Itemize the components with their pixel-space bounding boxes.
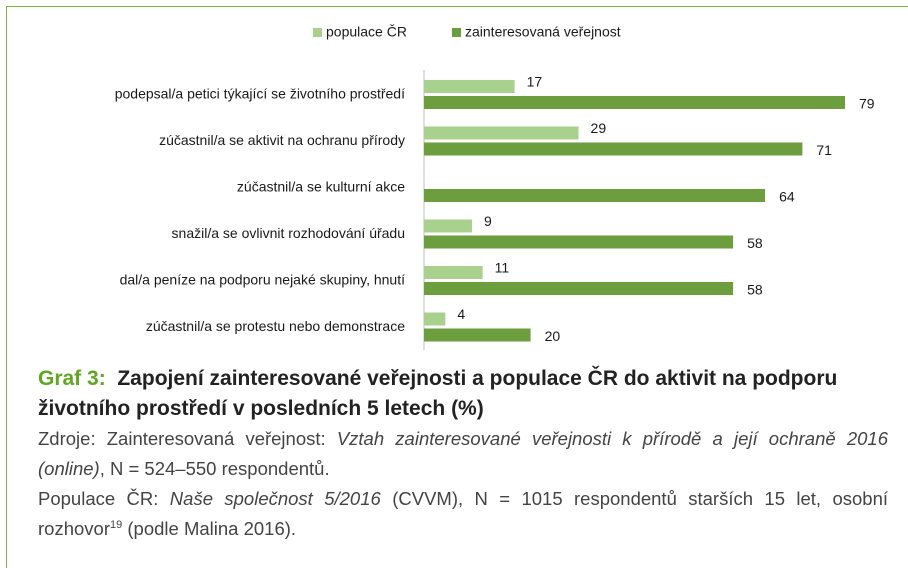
caption-text: Zapojení zainteresované veřejnosti a pop… <box>38 367 838 420</box>
bar <box>424 328 531 342</box>
value-label: 20 <box>545 328 561 344</box>
source-line: Populace ČR: Naše společnost 5/2016 (CVV… <box>38 484 888 544</box>
value-label: 79 <box>859 96 875 112</box>
bar <box>424 96 845 109</box>
source-text: , N = 524–550 respondentů. <box>99 458 330 479</box>
bar <box>424 312 446 326</box>
source-text: (CVVM), N = 1015 respondentů starších 15… <box>38 488 889 539</box>
category-label: podepsal/a petici týkající se životního … <box>115 86 405 102</box>
category-label: snažil/a se ovlivnit rozhodování úřadu <box>172 225 405 241</box>
bar <box>424 266 483 279</box>
value-label: 64 <box>779 189 795 205</box>
caption: Graf 3: Zapojení zainteresované veřejnos… <box>38 364 888 544</box>
category-label: zúčastnil/a se aktivit na ochranu přírod… <box>159 132 405 148</box>
source-text: Naše společnost 5/2016 <box>169 488 381 509</box>
value-label: 29 <box>591 120 607 136</box>
value-label: 71 <box>816 142 832 158</box>
chart: populace ČR zainteresovaná veřejnost podep… <box>115 24 875 350</box>
source-text: Populace ČR: <box>38 488 170 509</box>
value-label: 4 <box>457 306 465 322</box>
legend-label: populace ČR <box>326 24 407 40</box>
category-label: dal/a peníze na podporu nejaké skupiny, … <box>120 272 406 288</box>
bar <box>424 126 579 140</box>
bar <box>424 80 515 93</box>
bar <box>424 219 472 233</box>
source-text: Vztah zainteresované veřejnosti k přírod… <box>38 428 888 479</box>
source-text: 19 <box>109 518 123 531</box>
caption-label: Graf 3: <box>38 367 106 390</box>
value-label: 17 <box>527 74 543 90</box>
bar <box>424 189 766 202</box>
source-line: Zdroje: Zainteresovaná veřejnost: Vztah … <box>38 424 888 484</box>
source-text: (podle Malina 2016). <box>122 518 297 539</box>
value-label: 58 <box>747 282 763 298</box>
legend-swatch <box>452 28 461 37</box>
legend-swatch <box>313 28 322 37</box>
bar <box>424 235 734 249</box>
caption-title: Graf 3: Zapojení zainteresované veřejnos… <box>38 364 888 424</box>
category-label: zúčastnil/a se kulturní akce <box>237 179 405 195</box>
frame <box>6 6 908 568</box>
value-label: 58 <box>747 235 763 251</box>
bar <box>424 282 734 295</box>
value-label: 11 <box>495 260 510 276</box>
legend-label: zainteresovaná veřejnost <box>465 24 621 40</box>
value-label: 9 <box>484 213 492 229</box>
bar <box>424 142 803 156</box>
category-label: zúčastnil/a se protestu nebo demonstrace <box>146 318 405 334</box>
source-text: Zdroje: Zainteresovaná veřejnost: <box>38 428 337 449</box>
